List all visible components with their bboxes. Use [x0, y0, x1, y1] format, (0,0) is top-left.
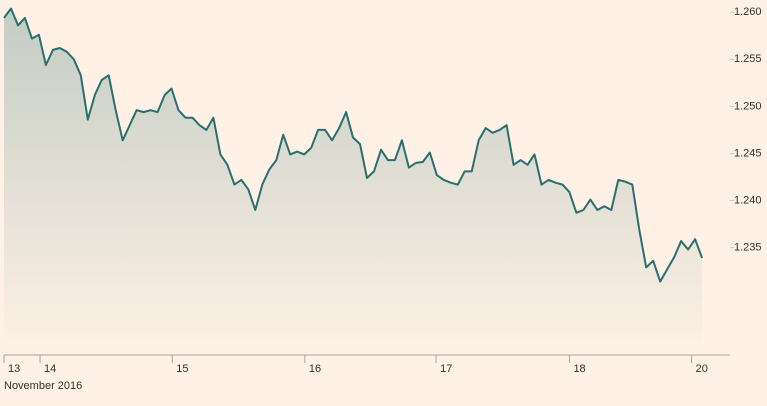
y-tick-label: 1.255	[734, 53, 762, 65]
x-tick-label: 16	[309, 363, 321, 375]
y-tick-label: 1.260	[734, 6, 762, 18]
x-tick-label: 17	[440, 363, 452, 375]
y-tick-label: 1.250	[734, 100, 762, 112]
y-tick-label: 1.245	[734, 147, 762, 159]
x-tick-label: 20	[696, 363, 708, 375]
x-tick-label: 18	[573, 363, 585, 375]
x-tick-label: 14	[44, 363, 56, 375]
x-axis-title: November 2016	[4, 380, 82, 392]
x-tick-label: 15	[176, 363, 188, 375]
line	[3, 7, 704, 283]
y-tick-label: 1.240	[734, 194, 762, 206]
x-tick-label: 13	[8, 363, 20, 375]
area	[4, 8, 703, 355]
y-tick-label: 1.235	[734, 242, 762, 254]
